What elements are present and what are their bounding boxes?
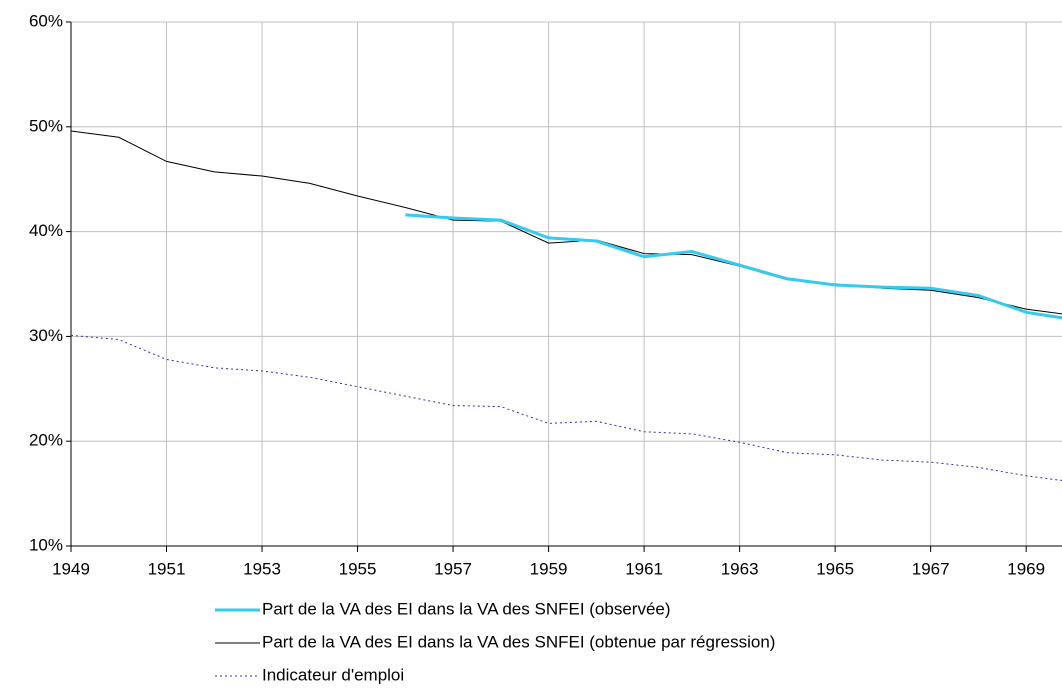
y-tick-label: 20% bbox=[29, 431, 63, 450]
x-tick-label: 1949 bbox=[52, 559, 90, 578]
plot-area bbox=[71, 130, 1062, 482]
x-tick-label: 1951 bbox=[148, 559, 186, 578]
x-tick-label: 1963 bbox=[721, 559, 759, 578]
x-tick-label: 1961 bbox=[625, 559, 663, 578]
x-tick-label: 1953 bbox=[243, 559, 281, 578]
x-tick-label: 1955 bbox=[339, 559, 377, 578]
line-series bbox=[405, 213, 1062, 320]
y-tick-label: 10% bbox=[29, 535, 63, 554]
x-tick-label: 1967 bbox=[912, 559, 950, 578]
x-tick-label: 1957 bbox=[434, 559, 472, 578]
legend-label: Part de la VA des EI dans la VA des SNFE… bbox=[262, 632, 775, 651]
y-tick-label: 30% bbox=[29, 326, 63, 345]
legend-label: Part de la VA des EI dans la VA des SNFE… bbox=[262, 599, 671, 618]
x-tick-label: 1969 bbox=[1007, 559, 1045, 578]
line-series bbox=[71, 130, 1062, 315]
x-tick-label: 1965 bbox=[816, 559, 854, 578]
line-series bbox=[71, 334, 1062, 482]
y-tick-label: 50% bbox=[29, 116, 63, 135]
x-tick-label: 1959 bbox=[530, 559, 568, 578]
y-tick-label: 60% bbox=[29, 11, 63, 30]
y-tick-label: 40% bbox=[29, 221, 63, 240]
legend-label: Indicateur d'emploi bbox=[262, 665, 404, 684]
